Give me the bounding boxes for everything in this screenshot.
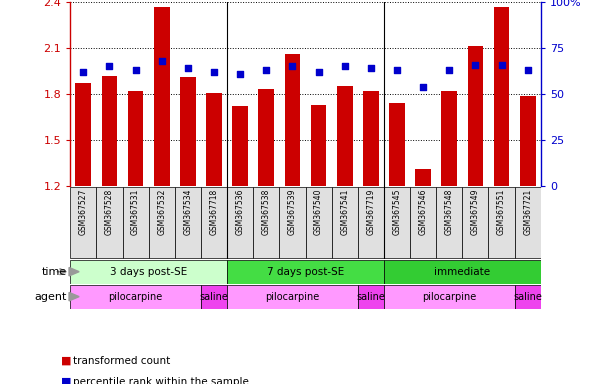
Point	[392, 67, 402, 73]
FancyBboxPatch shape	[410, 187, 436, 258]
FancyBboxPatch shape	[358, 187, 384, 258]
Point	[444, 67, 454, 73]
Bar	[154, 7, 170, 186]
Text: GSM367719: GSM367719	[367, 189, 375, 235]
Bar	[311, 105, 326, 186]
Bar	[180, 77, 196, 186]
FancyBboxPatch shape	[148, 187, 175, 258]
FancyBboxPatch shape	[97, 187, 123, 258]
Bar	[76, 83, 91, 186]
Point	[235, 71, 245, 77]
FancyBboxPatch shape	[70, 260, 227, 284]
FancyBboxPatch shape	[488, 187, 514, 258]
Bar	[494, 7, 510, 186]
Text: 7 days post-SE: 7 days post-SE	[267, 266, 344, 277]
Bar	[337, 86, 353, 186]
Text: GSM367549: GSM367549	[471, 189, 480, 235]
Point	[470, 61, 480, 68]
Text: time: time	[42, 266, 67, 277]
Text: GSM367718: GSM367718	[210, 189, 219, 235]
Bar	[101, 76, 117, 186]
Bar	[520, 96, 535, 186]
Text: GSM367531: GSM367531	[131, 189, 140, 235]
FancyBboxPatch shape	[253, 187, 279, 258]
Text: GSM367539: GSM367539	[288, 189, 297, 235]
Text: 3 days post-SE: 3 days post-SE	[110, 266, 188, 277]
Text: GSM367548: GSM367548	[445, 189, 454, 235]
Point	[157, 58, 167, 64]
Text: GSM367546: GSM367546	[419, 189, 428, 235]
Text: saline: saline	[356, 291, 386, 302]
FancyBboxPatch shape	[463, 187, 488, 258]
Point	[523, 67, 533, 73]
Text: GSM367545: GSM367545	[392, 189, 401, 235]
FancyBboxPatch shape	[306, 187, 332, 258]
FancyBboxPatch shape	[436, 187, 463, 258]
Text: GSM367527: GSM367527	[79, 189, 88, 235]
Text: ■: ■	[61, 356, 71, 366]
Text: percentile rank within the sample: percentile rank within the sample	[73, 377, 249, 384]
Point	[209, 69, 219, 75]
FancyBboxPatch shape	[201, 285, 227, 309]
Text: GSM367540: GSM367540	[314, 189, 323, 235]
Bar	[232, 106, 248, 186]
Bar	[389, 103, 405, 186]
Text: GSM367528: GSM367528	[105, 189, 114, 235]
Text: ■: ■	[61, 377, 71, 384]
Point	[183, 65, 193, 71]
FancyBboxPatch shape	[201, 187, 227, 258]
FancyBboxPatch shape	[227, 260, 384, 284]
FancyBboxPatch shape	[384, 285, 514, 309]
FancyBboxPatch shape	[514, 285, 541, 309]
Point	[340, 63, 349, 70]
Point	[366, 65, 376, 71]
Bar	[285, 54, 300, 186]
Text: GSM367541: GSM367541	[340, 189, 349, 235]
Text: pilocarpine: pilocarpine	[422, 291, 477, 302]
Text: GSM367536: GSM367536	[236, 189, 244, 235]
FancyBboxPatch shape	[70, 187, 97, 258]
Text: transformed count: transformed count	[73, 356, 170, 366]
FancyBboxPatch shape	[384, 187, 410, 258]
FancyBboxPatch shape	[175, 187, 201, 258]
Bar	[258, 89, 274, 186]
Bar	[363, 91, 379, 186]
Bar	[441, 91, 457, 186]
Bar	[467, 46, 483, 186]
Bar	[128, 91, 144, 186]
Point	[288, 63, 298, 70]
Text: agent: agent	[35, 291, 67, 302]
FancyBboxPatch shape	[123, 187, 148, 258]
Text: GSM367532: GSM367532	[157, 189, 166, 235]
FancyBboxPatch shape	[358, 285, 384, 309]
Text: GSM367551: GSM367551	[497, 189, 506, 235]
FancyBboxPatch shape	[384, 260, 541, 284]
Bar	[415, 169, 431, 186]
Point	[262, 67, 271, 73]
Point	[497, 61, 507, 68]
FancyBboxPatch shape	[332, 187, 358, 258]
Point	[313, 69, 323, 75]
FancyBboxPatch shape	[70, 285, 201, 309]
Text: pilocarpine: pilocarpine	[265, 291, 320, 302]
Point	[131, 67, 141, 73]
Text: GSM367538: GSM367538	[262, 189, 271, 235]
FancyBboxPatch shape	[279, 187, 306, 258]
Point	[104, 63, 114, 70]
Point	[78, 69, 88, 75]
Text: pilocarpine: pilocarpine	[109, 291, 163, 302]
Text: saline: saline	[200, 291, 229, 302]
Text: saline: saline	[513, 291, 542, 302]
Point	[419, 84, 428, 90]
Text: immediate: immediate	[434, 266, 491, 277]
FancyBboxPatch shape	[227, 285, 358, 309]
Text: GSM367721: GSM367721	[523, 189, 532, 235]
FancyBboxPatch shape	[514, 187, 541, 258]
Text: GSM367534: GSM367534	[183, 189, 192, 235]
Bar	[206, 93, 222, 186]
FancyBboxPatch shape	[227, 187, 253, 258]
